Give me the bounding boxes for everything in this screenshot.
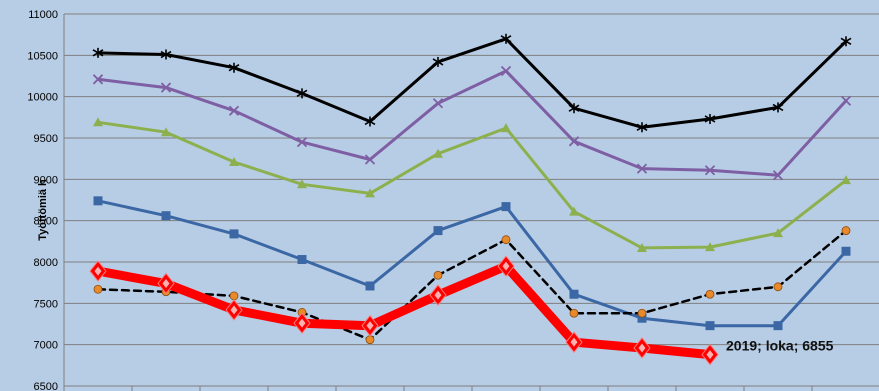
- data-point: [157, 272, 175, 295]
- data-point: [500, 65, 512, 77]
- data-point: [293, 312, 311, 334]
- data-point: [365, 335, 375, 345]
- y-axis-label: Työttömiä h: [37, 179, 49, 241]
- data-point: [361, 314, 379, 337]
- data-point: [92, 47, 104, 58]
- data-point: [93, 284, 103, 294]
- data-point: [568, 136, 580, 147]
- y-tick-label: 8500: [34, 216, 58, 228]
- series-2: [93, 117, 851, 252]
- data-point: [773, 282, 783, 292]
- y-tick-label: 7500: [34, 298, 58, 310]
- data-point: [500, 33, 512, 44]
- data-point: [296, 136, 308, 148]
- data-point: [705, 289, 715, 299]
- data-point: [161, 127, 171, 137]
- data-point: [569, 308, 579, 318]
- data-point: [429, 284, 447, 306]
- data-point: [704, 113, 716, 124]
- data-point: [568, 103, 580, 114]
- data-point: [840, 36, 852, 47]
- data-point: [93, 196, 103, 206]
- data-point: [432, 98, 444, 109]
- data-point: [296, 88, 308, 99]
- data-point: [841, 226, 851, 235]
- data-point: [228, 62, 240, 73]
- data-point: [704, 165, 716, 176]
- y-tick-label: 9500: [34, 133, 58, 145]
- data-point: [229, 291, 239, 301]
- data-point: [501, 202, 511, 212]
- data-point: [705, 242, 715, 252]
- data-point: [89, 260, 107, 282]
- data-point: [565, 331, 583, 353]
- series-5: [89, 255, 719, 366]
- data-point: [364, 154, 376, 165]
- series-line: [96, 229, 848, 341]
- series-line: [96, 69, 848, 177]
- data-point: [229, 229, 239, 239]
- data-point: [160, 82, 172, 93]
- data-point: [633, 337, 651, 359]
- y-tick-label: 8000: [34, 257, 58, 269]
- data-point: [497, 255, 515, 277]
- data-point: [841, 175, 851, 185]
- data-point: [92, 74, 104, 85]
- data-point: [228, 105, 240, 116]
- series-line: [96, 37, 848, 129]
- data-point: [701, 343, 719, 366]
- y-tick-label: 7000: [34, 340, 58, 352]
- data-point: [569, 289, 579, 299]
- data-point: [773, 228, 783, 238]
- data-point: [433, 148, 443, 158]
- series-0: [92, 33, 852, 133]
- data-point: [841, 246, 851, 256]
- data-point: [773, 321, 783, 331]
- data-point: [637, 242, 647, 252]
- gridlines: [64, 13, 879, 387]
- y-tick-label: 10500: [27, 50, 58, 62]
- data-point: [297, 179, 307, 189]
- data-point: [501, 235, 511, 245]
- data-point: [636, 163, 648, 174]
- series-line: [96, 199, 848, 328]
- y-tick-label: 9000: [34, 174, 58, 186]
- data-point: [840, 95, 852, 106]
- series-1: [92, 65, 852, 181]
- data-point: [705, 321, 715, 331]
- axes: [63, 14, 813, 391]
- data-point: [93, 117, 103, 127]
- y-tick-label: 6500: [34, 381, 58, 391]
- series-3: [93, 196, 851, 331]
- series-line: [96, 120, 848, 250]
- data-point: [229, 156, 239, 166]
- data-point: [772, 170, 784, 181]
- data-point: [636, 122, 648, 133]
- annotation-label: 2019; loka; 6855: [726, 338, 834, 354]
- labels-group: Työttömiä h 6500 7000 7500 8000 8500 9000 9500…: [27, 9, 833, 391]
- data-point: [433, 270, 443, 280]
- y-tick-label: 11000: [28, 9, 58, 21]
- data-point: [569, 206, 579, 216]
- data-point: [297, 255, 307, 265]
- y-tick-label: 10000: [27, 92, 58, 104]
- data-point: [365, 281, 375, 291]
- data-point: [160, 49, 172, 60]
- data-point: [637, 308, 647, 318]
- data-point: [432, 56, 444, 67]
- series-line: [93, 261, 715, 360]
- series-group: [89, 33, 852, 366]
- data-point: [433, 226, 443, 236]
- data-point: [364, 116, 376, 127]
- series-4: [93, 226, 851, 345]
- data-point: [501, 123, 511, 133]
- data-point: [161, 211, 171, 221]
- data-point: [637, 313, 647, 323]
- data-point: [225, 299, 243, 321]
- data-point: [365, 188, 375, 198]
- data-point: [772, 102, 784, 113]
